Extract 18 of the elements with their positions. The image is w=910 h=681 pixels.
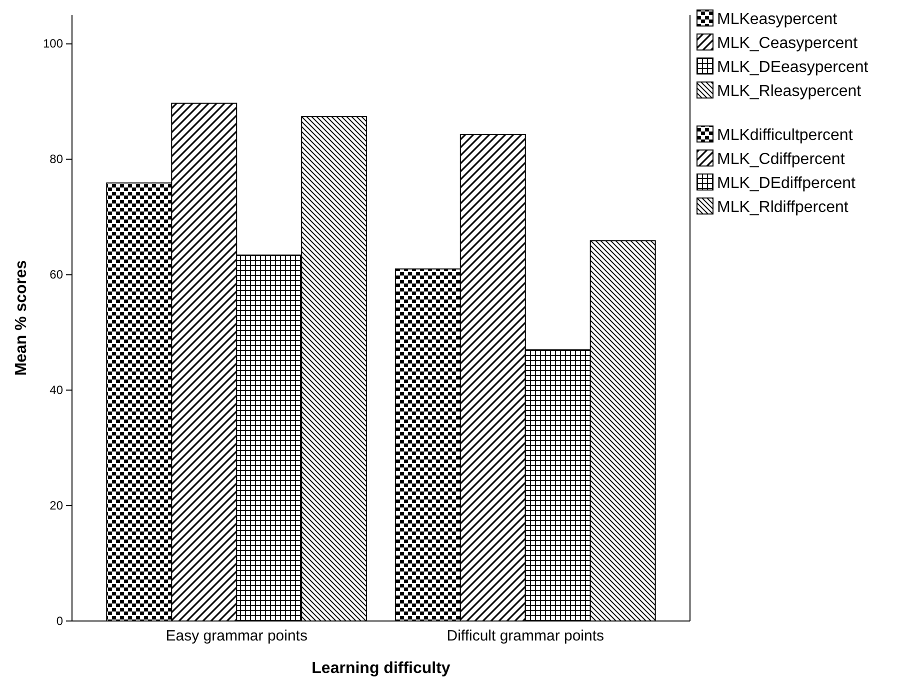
y-tick-label: 100 [42, 36, 64, 51]
y-axis-title: Mean % scores [13, 260, 30, 376]
legend-label: MLKeasypercent [717, 11, 838, 28]
y-tick-label: 40 [50, 382, 64, 397]
legend-label: MLK_Rleasypercent [717, 83, 862, 100]
legend-label: MLKdifficultpercent [717, 127, 854, 144]
legend-label: MLK_Ceasypercent [717, 35, 858, 52]
y-tick-label: 80 [50, 152, 64, 166]
legend-label: MLK_DEdiffpercent [717, 175, 856, 192]
y-tick-label: 60 [50, 268, 64, 282]
x-tick-label: Difficult grammar points [446, 628, 604, 644]
x-tick-label: Easy grammar points [166, 628, 308, 644]
legend-label: MLK_Rldiffpercent [717, 199, 849, 216]
legend-label: MLK_DEeasypercent [717, 59, 869, 76]
y-tick-label: 20 [50, 498, 64, 512]
legend-label: MLK_Cdiffpercent [717, 151, 846, 168]
x-axis-title: Learning difficulty [312, 660, 450, 677]
y-tick-label: 0 [56, 614, 64, 628]
